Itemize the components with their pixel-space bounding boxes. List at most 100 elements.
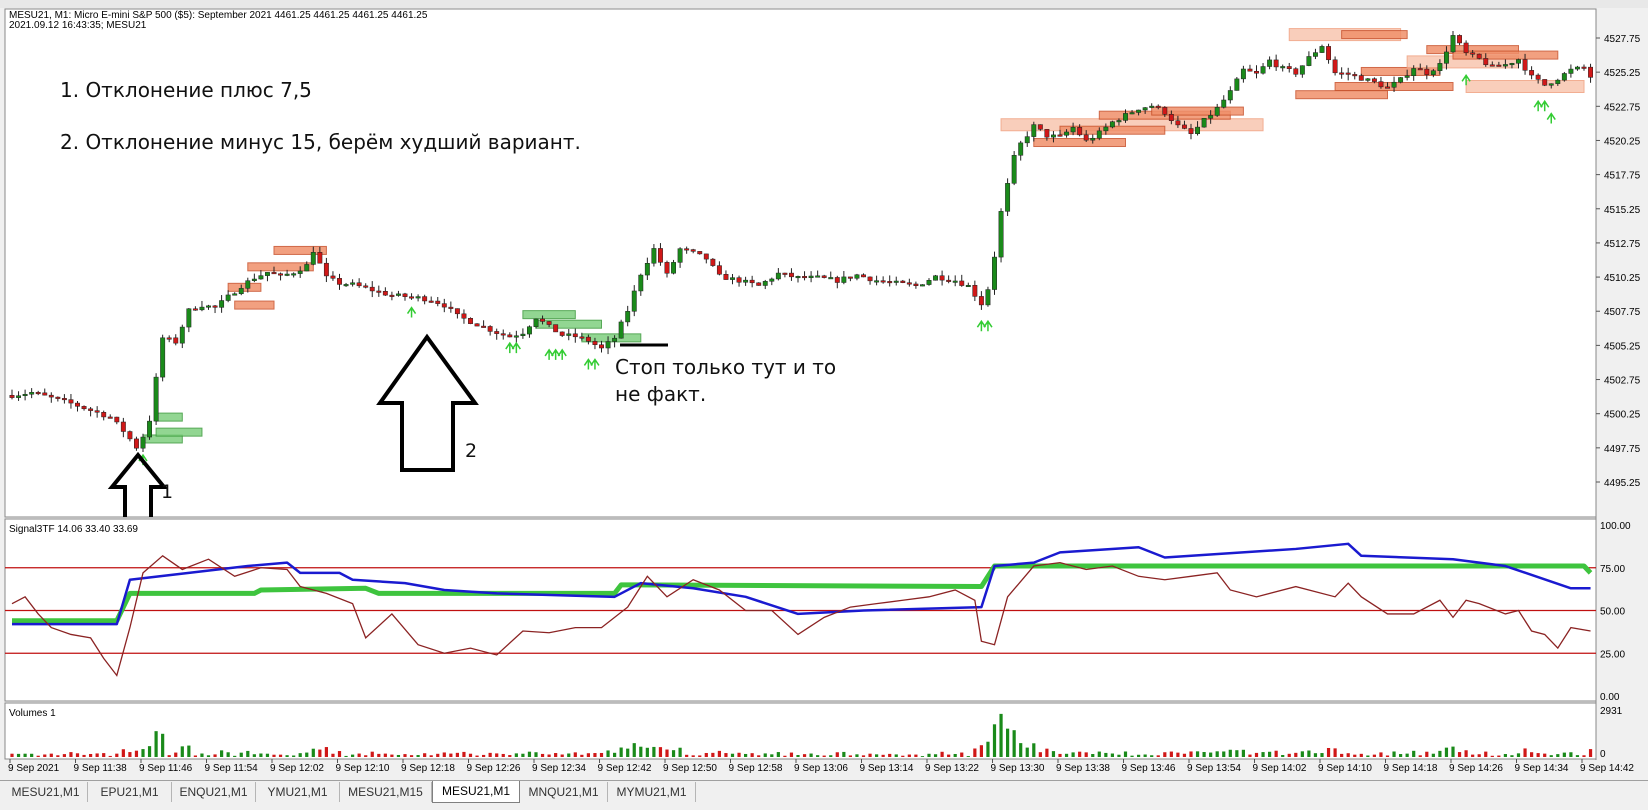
volume-bar bbox=[901, 755, 905, 757]
candle-body bbox=[1096, 130, 1102, 139]
candle-body bbox=[906, 282, 912, 285]
volume-bar bbox=[1588, 749, 1593, 757]
candle-body bbox=[762, 281, 768, 286]
candle-body bbox=[376, 290, 382, 293]
candle-body bbox=[1444, 51, 1449, 64]
volume-bar bbox=[357, 753, 361, 757]
volume-bar bbox=[1045, 748, 1049, 757]
candle-body bbox=[1083, 134, 1089, 141]
candle-body bbox=[847, 276, 853, 279]
chart-tab[interactable]: MNQU21,M1 bbox=[520, 782, 608, 802]
candle-body bbox=[946, 279, 952, 282]
volume-bar bbox=[1346, 753, 1350, 757]
candle-body bbox=[1090, 137, 1096, 141]
candle-body bbox=[808, 275, 814, 279]
volume-bar bbox=[1182, 753, 1187, 757]
zone-box bbox=[522, 310, 576, 320]
candle-body bbox=[920, 284, 925, 287]
candle-body bbox=[585, 336, 591, 342]
time-tick-label: 9 Sep 12:58 bbox=[729, 763, 783, 774]
chart-tab[interactable]: MYMU21,M1 bbox=[608, 782, 696, 802]
volume-bar bbox=[1268, 751, 1272, 757]
chart-tabs-bar: MESU21,M1 EPU21,M1 ENQU21,M1 YMU21,M1 MESU21… bbox=[0, 780, 1648, 810]
volume-bar bbox=[567, 753, 571, 757]
volume-bar bbox=[999, 713, 1003, 757]
candle-body bbox=[88, 408, 94, 411]
volume-bar bbox=[23, 753, 27, 757]
candle-body bbox=[1417, 68, 1423, 71]
volume-bar bbox=[894, 754, 898, 757]
volume-bar bbox=[1123, 751, 1128, 757]
volume-bar bbox=[527, 751, 532, 757]
price-tick-label: 4520.25 bbox=[1604, 136, 1641, 147]
volume-bar bbox=[134, 750, 139, 757]
chart-tab[interactable]: MESU21,M1 bbox=[4, 782, 88, 802]
volume-bar bbox=[1307, 750, 1311, 757]
candle-body bbox=[147, 420, 153, 438]
volume-bar bbox=[973, 748, 977, 757]
volume-bar bbox=[49, 753, 53, 757]
volume-bar bbox=[455, 752, 459, 757]
candle-body bbox=[1483, 58, 1489, 66]
volume-bar bbox=[220, 750, 224, 757]
volume-bar bbox=[1235, 750, 1239, 757]
chart-tab[interactable]: MESU21,M15 bbox=[340, 782, 432, 802]
signal-arrow-icon bbox=[505, 341, 515, 354]
candle-body bbox=[160, 337, 166, 378]
candle-body bbox=[251, 278, 257, 281]
volume-bar bbox=[1248, 754, 1252, 757]
volume-bar bbox=[1254, 752, 1259, 757]
zone-box bbox=[1151, 106, 1244, 116]
volume-bar bbox=[789, 752, 794, 757]
time-tick-label: 9 Sep 13:30 bbox=[991, 763, 1045, 774]
candle-body bbox=[1051, 134, 1056, 138]
candle-body bbox=[422, 296, 428, 302]
volume-bar bbox=[560, 754, 564, 757]
chart-tab[interactable]: MESU21,M1 bbox=[432, 781, 520, 803]
volume-bar bbox=[1582, 755, 1586, 757]
volume-bar bbox=[1215, 751, 1219, 757]
chart-tab[interactable]: YMU21,M1 bbox=[256, 782, 340, 802]
chart-tab[interactable]: ENQU21,M1 bbox=[172, 782, 256, 802]
candle-body bbox=[29, 392, 35, 395]
candle-body bbox=[841, 276, 847, 283]
volume-bar bbox=[757, 755, 761, 757]
candle-body bbox=[658, 248, 663, 263]
volume-bar bbox=[1006, 728, 1010, 757]
candle-body bbox=[291, 273, 297, 276]
candle-body bbox=[867, 276, 873, 282]
candle-body bbox=[330, 275, 336, 279]
candle-body bbox=[245, 280, 251, 289]
volume-bar bbox=[1209, 752, 1213, 757]
candle-body bbox=[1319, 46, 1325, 53]
chart-tab[interactable]: EPU21,M1 bbox=[88, 782, 172, 802]
candle-body bbox=[1588, 66, 1593, 78]
chart-canvas[interactable]: MESU21, M1: Micro E-mini S&P 500 ($5): S… bbox=[0, 0, 1648, 780]
volume-panel[interactable] bbox=[4, 702, 1597, 760]
time-tick-label: 9 Sep 13:46 bbox=[1122, 763, 1176, 774]
candle-body bbox=[1286, 66, 1292, 69]
time-tick-label: 9 Sep 14:34 bbox=[1515, 763, 1569, 774]
candle-body bbox=[1561, 73, 1567, 81]
candle-body bbox=[1581, 66, 1587, 69]
volume-bar bbox=[488, 752, 492, 757]
signal-arrow-icon bbox=[583, 358, 594, 370]
candle-body bbox=[1129, 112, 1135, 115]
volume-bar bbox=[56, 755, 60, 757]
candle-body bbox=[1345, 72, 1351, 75]
candle-body bbox=[736, 277, 742, 283]
volume-bar bbox=[802, 754, 807, 757]
volume-bar bbox=[639, 746, 643, 757]
candle-body bbox=[1542, 79, 1548, 86]
candle-body bbox=[9, 394, 15, 398]
volume-bar bbox=[1444, 747, 1449, 757]
volume-bar bbox=[1143, 754, 1147, 757]
volume-bar bbox=[704, 752, 708, 757]
time-tick-label: 9 Sep 14:18 bbox=[1384, 763, 1438, 774]
time-tick-label: 9 Sep 14:26 bbox=[1449, 763, 1503, 774]
candle-body bbox=[199, 306, 205, 311]
candle-body bbox=[769, 278, 775, 282]
candle-body bbox=[612, 337, 618, 342]
candle-body bbox=[965, 285, 971, 288]
